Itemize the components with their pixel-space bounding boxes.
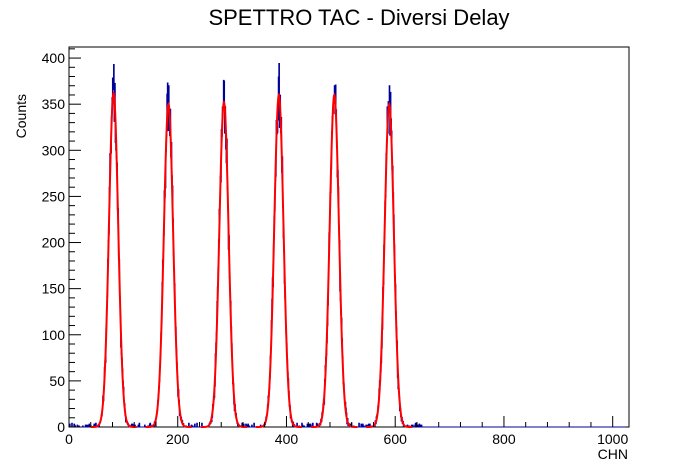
fit-curve-peak-1 xyxy=(90,90,137,428)
y-axis-label: Counts xyxy=(13,94,29,138)
chart-title: SPETTRO TAC - Diversi Delay xyxy=(208,5,509,30)
y-tick-label: 350 xyxy=(42,96,66,112)
x-tick-label: 200 xyxy=(166,431,190,447)
fit-curve-peak-5 xyxy=(311,92,358,428)
fit-curve-peak-3 xyxy=(200,100,248,428)
x-tick-label: 800 xyxy=(492,431,516,447)
y-tick-label: 50 xyxy=(49,373,65,389)
y-tick-label: 200 xyxy=(42,235,66,251)
fit-curve-peak-6 xyxy=(366,101,413,428)
y-tick-label: 100 xyxy=(42,327,66,343)
y-tick-label: 250 xyxy=(42,188,66,204)
fit-curve-peak-4 xyxy=(255,92,302,428)
x-tick-label: 0 xyxy=(65,431,73,447)
fit-curve-peak-2 xyxy=(145,101,192,428)
x-axis-label: CHN xyxy=(598,446,628,462)
x-tick-label: 1000 xyxy=(597,431,628,447)
fit-series xyxy=(90,90,413,428)
y-tick-label: 300 xyxy=(42,142,66,158)
histogram-series xyxy=(68,63,626,428)
y-tick-label: 0 xyxy=(57,419,65,435)
x-tick-label: 400 xyxy=(275,431,299,447)
plot-frame xyxy=(68,46,630,428)
x-tick-label: 600 xyxy=(384,431,408,447)
y-tick-label: 400 xyxy=(42,50,66,66)
y-tick-label: 150 xyxy=(42,281,66,297)
axes: 0 200 400 600 800 1000 0 50 100 150 200 250 300 350 40… xyxy=(42,48,628,447)
histogram-line xyxy=(68,63,626,428)
